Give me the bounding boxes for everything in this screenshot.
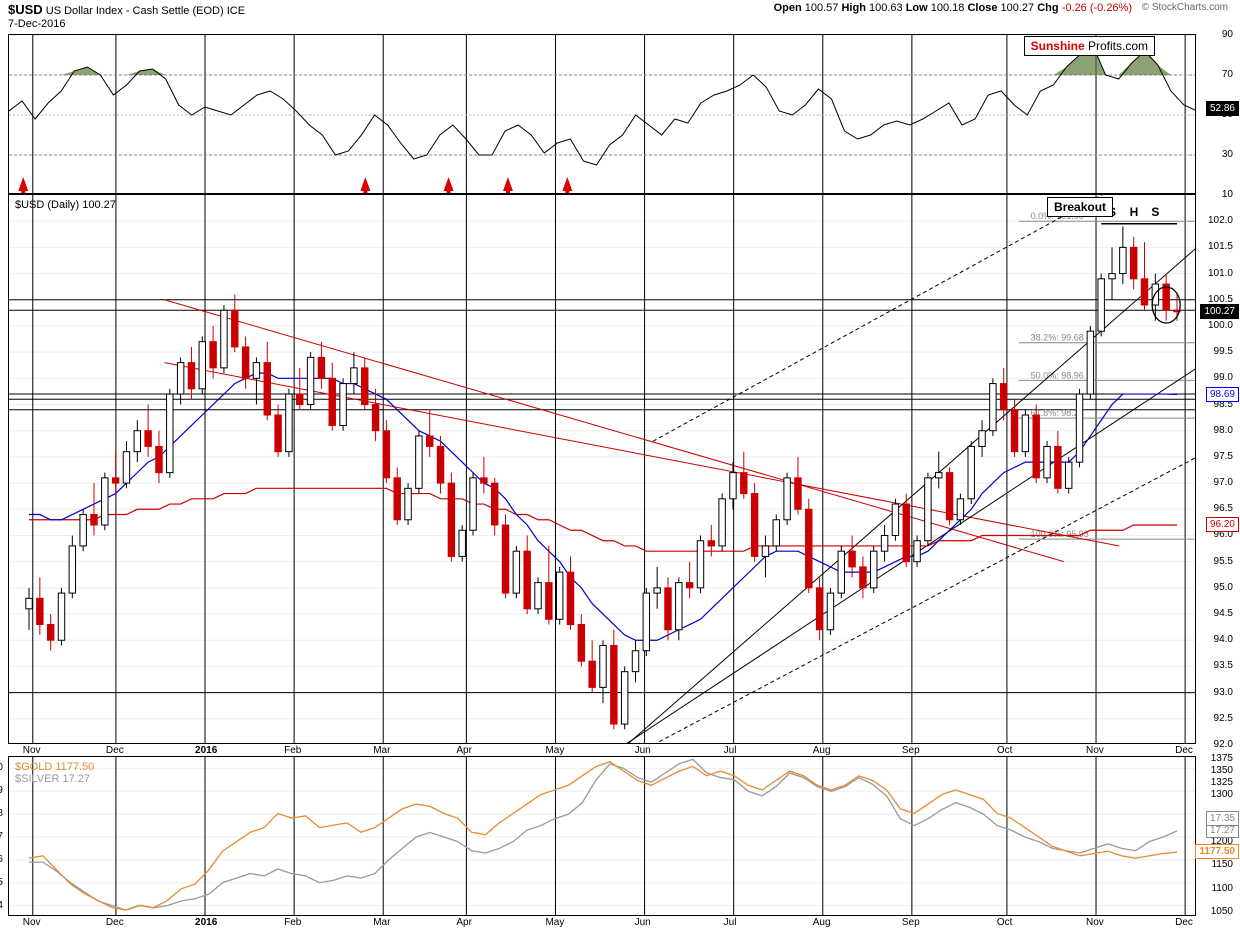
chart-header: $USD US Dollar Index - Cash Settle (EOD)…	[8, 2, 1232, 34]
symbol: $USD	[8, 2, 43, 17]
watermark-sunshine-profits: Sunshine Profits.com	[1024, 36, 1155, 56]
main-panel-label: $USD (Daily) 100.27	[15, 199, 116, 211]
gold-silver-labels: $GOLD 1177.50 $SILVER 17.27	[15, 761, 94, 785]
gold-price-tag: 1177.50	[1195, 844, 1239, 859]
rsi-chart	[9, 35, 1195, 193]
rsi-panel: 1030507090 52.86	[8, 34, 1196, 194]
breakout-annotation: Breakout	[1047, 197, 1113, 217]
svg-text:H: H	[1130, 205, 1139, 219]
price-panel: $USD (Daily) 100.27 0.0%: 101.9038.2%: 9…	[8, 194, 1196, 744]
rsi-value-tag: 52.86	[1206, 101, 1239, 116]
close-price-tag: 100.27	[1200, 304, 1239, 319]
gold-silver-chart	[9, 757, 1195, 915]
svg-text:S: S	[1151, 205, 1159, 219]
ohlc-readout: Open 100.57 High 100.63 Low 100.18 Close…	[774, 2, 1132, 14]
attribution: © StockCharts.com	[1142, 2, 1228, 13]
ma-blue-tag: 98.69	[1206, 387, 1239, 402]
symbol-description: US Dollar Index - Cash Settle (EOD) ICE	[46, 5, 245, 17]
value-1735-tag: 17.35	[1206, 811, 1239, 826]
chart-date: 7-Dec-2016	[8, 18, 65, 30]
svg-text:50.0%: 98.96: 50.0%: 98.96	[1031, 370, 1084, 380]
price-chart: 0.0%: 101.9038.2%: 99.6850.0%: 98.9661.8…	[9, 195, 1195, 743]
svg-text:38.2%: 99.68: 38.2%: 99.68	[1031, 333, 1084, 343]
ma-red-tag: 96.20	[1206, 517, 1239, 532]
gold-silver-panel: $GOLD 1177.50 $SILVER 17.27 105011001150…	[8, 756, 1196, 916]
